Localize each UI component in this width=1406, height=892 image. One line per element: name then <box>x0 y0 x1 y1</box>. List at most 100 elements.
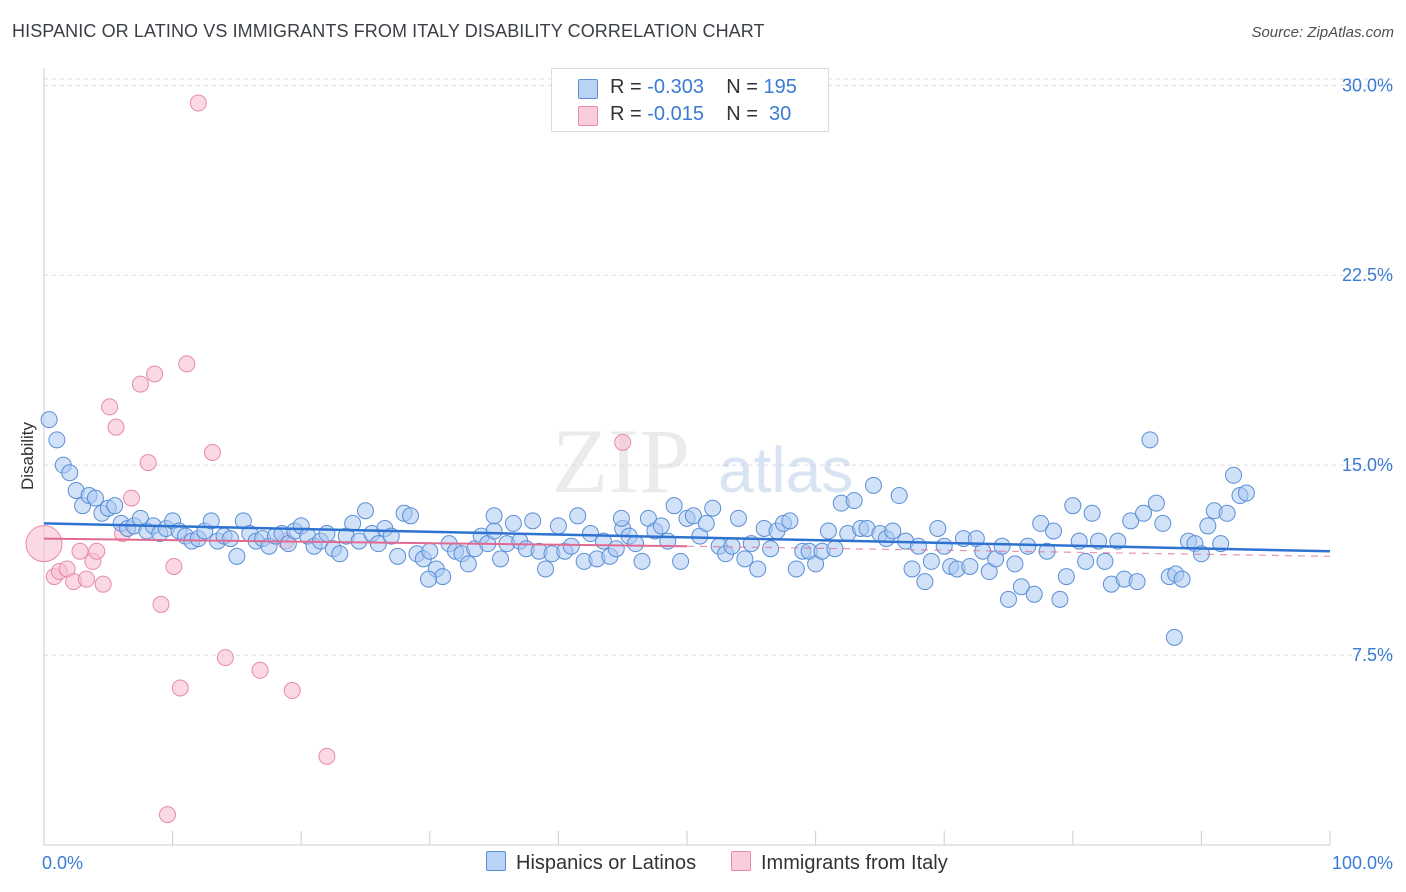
data-point-hispanic <box>492 550 510 568</box>
data-point-hispanic <box>331 545 349 563</box>
data-point-italy <box>158 806 176 824</box>
data-point-hispanic <box>1032 514 1050 532</box>
series-hispanics-or-latinos <box>40 411 1255 646</box>
data-point-hispanic <box>1237 484 1255 502</box>
data-point-hispanic <box>485 507 503 525</box>
data-point-hispanic <box>781 512 799 530</box>
data-point-hispanic <box>723 537 741 555</box>
data-point-hispanic <box>1077 552 1095 570</box>
data-point-hispanic <box>582 525 600 543</box>
data-point-hispanic <box>569 507 587 525</box>
data-point-hispanic <box>929 519 947 537</box>
data-point-hispanic <box>729 509 747 527</box>
data-point-hispanic <box>344 514 362 532</box>
data-point-italy <box>146 365 164 383</box>
data-point-hispanic <box>961 557 979 575</box>
watermark-atlas: atlas <box>718 434 853 506</box>
data-point-hispanic <box>916 573 934 591</box>
data-point-hispanic <box>890 487 908 505</box>
data-point-italy <box>614 433 632 451</box>
data-point-italy <box>318 747 336 765</box>
data-point-italy <box>171 679 189 697</box>
data-point-hispanic <box>504 514 522 532</box>
data-point-hispanic <box>672 552 690 570</box>
trendline-hispanics <box>43 522 1331 553</box>
data-point-hispanic <box>549 517 567 535</box>
y-tick-label: 7.5% <box>1352 645 1393 665</box>
y-tick-label: 22.5% <box>1342 265 1393 285</box>
data-point-italy <box>139 454 157 472</box>
bottom-legend-label: Immigrants from Italy <box>761 852 948 874</box>
data-point-italy <box>71 542 89 560</box>
data-point-hispanic <box>935 537 953 555</box>
data-point-hispanic <box>1147 494 1165 512</box>
data-point-hispanic <box>357 502 374 520</box>
data-point-hispanic <box>864 476 882 494</box>
chart-title: HISPANIC OR LATINO VS IMMIGRANTS FROM IT… <box>12 21 765 41</box>
legend-swatch-pink <box>578 106 598 126</box>
data-point-hispanic <box>1019 537 1037 555</box>
data-point-hispanic <box>318 525 336 543</box>
data-point-hispanic <box>787 560 805 578</box>
data-point-hispanic <box>762 540 780 558</box>
data-point-hispanic <box>1199 517 1217 535</box>
data-point-italy <box>25 525 63 563</box>
trendline-italy <box>43 537 688 548</box>
data-point-hispanic <box>421 542 439 560</box>
data-point-hispanic <box>922 552 940 570</box>
data-point-italy <box>88 542 106 560</box>
data-point-italy <box>94 575 112 593</box>
data-point-hispanic <box>1218 504 1236 522</box>
watermark-zip: ZIP <box>552 410 690 512</box>
data-point-italy <box>216 649 234 667</box>
data-point-hispanic <box>1012 578 1030 596</box>
data-point-hispanic <box>903 560 921 578</box>
series-immigrants-from-italy <box>25 94 632 824</box>
data-point-hispanic <box>106 497 124 515</box>
data-point-hispanic <box>1128 573 1146 591</box>
data-point-hispanic <box>993 537 1011 555</box>
bottom-legend-italy[interactable]: Immigrants from Italy <box>731 851 948 875</box>
legend-n-value: 30 <box>769 103 792 125</box>
data-point-hispanic <box>1225 466 1243 484</box>
source-label: Source: ZipAtlas.com <box>1251 24 1394 41</box>
data-point-italy <box>122 489 140 507</box>
stats-legend: R = -0.303 N = 195 R = -0.015 N = 30 <box>551 68 829 132</box>
legend-n-value: 195 <box>763 76 797 98</box>
bottom-legend-hispanics[interactable]: Hispanics or Latinos <box>486 851 696 875</box>
data-point-italy <box>251 661 269 679</box>
bottom-legend-label: Hispanics or Latinos <box>516 852 697 874</box>
trend-layer <box>43 522 1331 557</box>
data-point-hispanic <box>459 555 477 573</box>
data-point-hispanic <box>228 547 246 565</box>
bottom-legend-swatch-blue <box>486 851 506 871</box>
data-point-italy <box>189 94 207 112</box>
data-point-hispanic <box>1051 590 1069 608</box>
legend-n-label: N = <box>726 76 758 98</box>
data-point-hispanic <box>607 540 625 558</box>
data-point-hispanic <box>1000 590 1017 608</box>
data-point-hispanic <box>1165 628 1183 646</box>
data-point-italy <box>107 418 125 436</box>
data-point-hispanic <box>434 568 452 586</box>
data-point-hispanic <box>1083 504 1101 522</box>
data-point-hispanic <box>1135 504 1153 522</box>
data-point-hispanic <box>48 431 66 449</box>
data-point-hispanic <box>909 537 927 555</box>
x-tick-label: 0.0% <box>42 853 83 873</box>
data-point-hispanic <box>1122 512 1140 530</box>
data-point-italy <box>165 557 183 575</box>
legend-swatch-blue <box>578 79 598 99</box>
data-point-hispanic <box>1057 568 1075 586</box>
data-point-hispanic <box>652 517 670 535</box>
data-point-italy <box>131 375 149 393</box>
data-point-hispanic <box>402 507 420 525</box>
data-point-hispanic <box>845 492 863 510</box>
data-point-hispanic <box>1109 532 1127 550</box>
data-point-hispanic <box>627 535 645 553</box>
trendline-italy-extension <box>686 545 1331 557</box>
data-point-hispanic <box>1045 522 1063 540</box>
data-point-hispanic <box>537 560 555 578</box>
data-point-hispanic <box>1096 552 1114 570</box>
